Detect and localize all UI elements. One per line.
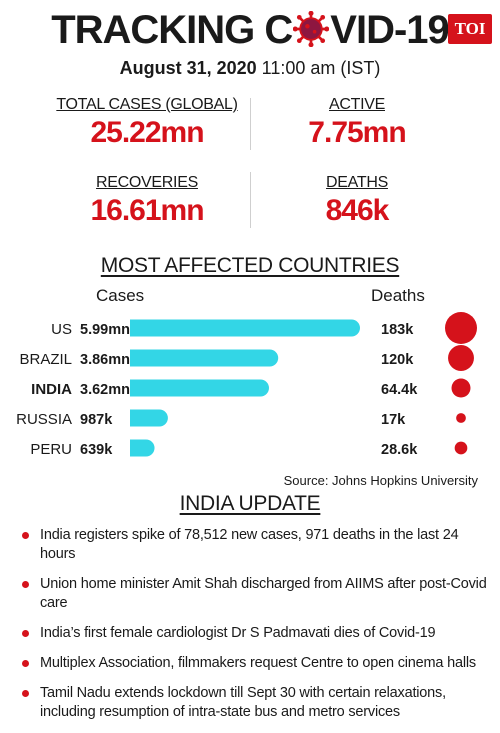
list-item-text: Tamil Nadu extends lockdown till Sept 30… [40, 685, 446, 720]
list-item-text: Multiplex Association, filmmakers reques… [40, 655, 476, 671]
country-label: INDIA [31, 381, 72, 398]
country-label: US [51, 321, 72, 338]
page-title: TRACKING C VID-19 [0, 6, 500, 54]
stat-active: ACTIVE 7.75mn [252, 96, 462, 150]
stat-value: 16.61mn [90, 194, 204, 227]
list-item-text: India’s first female cardiologist Dr S P… [40, 625, 436, 641]
deaths-bubble [454, 441, 468, 455]
stat-label: RECOVERIES [96, 174, 198, 191]
deaths-bubble [445, 312, 477, 344]
cases-label: 3.62mn [80, 382, 130, 398]
deaths-label: 64.4k [381, 382, 418, 398]
deaths-header: Deaths [371, 286, 425, 305]
cases-label: 5.99mn [80, 322, 130, 338]
deaths-bubble [448, 345, 474, 371]
cases-bar [130, 319, 360, 337]
bullet-icon [22, 532, 29, 539]
deaths-label: 183k [381, 322, 414, 338]
coronavirus-icon [293, 11, 330, 47]
deaths-label: 17k [381, 412, 406, 428]
cases-bar [130, 409, 168, 427]
stat-label: DEATHS [326, 174, 388, 191]
toi-logo: TOI [448, 14, 492, 44]
list-item: India’s first female cardiologist Dr S P… [22, 624, 492, 643]
deaths-label: 28.6k [381, 442, 418, 458]
stat-value: 7.75mn [308, 116, 406, 149]
chart-source: Source: Johns Hopkins University [283, 473, 478, 488]
cases-bar [130, 379, 269, 397]
stat-total-cases: TOTAL CASES (GLOBAL) 25.22mn [42, 96, 252, 150]
country-label: BRAZIL [19, 351, 72, 368]
stat-label: TOTAL CASES (GLOBAL) [56, 96, 238, 113]
cases-label: 3.86mn [80, 352, 130, 368]
time-text: 11:00 am (IST) [256, 58, 381, 78]
list-item: Union home minister Amit Shah discharged… [22, 575, 492, 613]
title-text-start: TRACKING C [51, 8, 293, 52]
stat-recoveries: RECOVERIES 16.61mn [42, 174, 252, 228]
date-line: August 31, 2020 11:00 am (IST) [0, 58, 500, 79]
cases-label: 987k [80, 412, 113, 428]
bullet-icon [22, 690, 29, 697]
list-item-text: India registers spike of 78,512 new case… [40, 527, 459, 562]
india-update-list: India registers spike of 78,512 new case… [22, 526, 492, 733]
list-item: Tamil Nadu extends lockdown till Sept 30… [22, 684, 492, 722]
title-text-end: VID-19 [330, 8, 449, 52]
deaths-bubble [456, 413, 466, 423]
cases-bar [130, 439, 155, 457]
india-update-title: INDIA UPDATE [179, 492, 321, 515]
cases-label: 639k [80, 442, 113, 458]
stat-value: 846k [325, 194, 390, 227]
bullet-icon [22, 581, 29, 588]
list-item: Multiplex Association, filmmakers reques… [22, 654, 492, 673]
bullet-icon [22, 630, 29, 637]
cases-header: Cases [96, 286, 145, 305]
country-label: PERU [30, 441, 72, 458]
stat-label: ACTIVE [329, 96, 385, 113]
country-label: RUSSIA [16, 411, 72, 428]
divider [250, 98, 251, 150]
cases-bar [130, 349, 279, 367]
divider [250, 172, 251, 228]
chart-title: MOST AFFECTED COUNTRIES [100, 254, 400, 277]
stat-deaths: DEATHS 846k [252, 174, 462, 228]
deaths-bubble [451, 378, 471, 398]
list-item-text: Union home minister Amit Shah discharged… [40, 576, 487, 611]
bullet-icon [22, 660, 29, 667]
date-text: August 31, 2020 [119, 58, 257, 78]
deaths-label: 120k [381, 352, 414, 368]
list-item: India registers spike of 78,512 new case… [22, 526, 492, 564]
affected-countries-chart: US 5.99mn 183k BRAZIL 3.86mn 120k INDIA 3.62mn 6… [16, 312, 477, 458]
stat-value: 25.22mn [90, 116, 204, 149]
